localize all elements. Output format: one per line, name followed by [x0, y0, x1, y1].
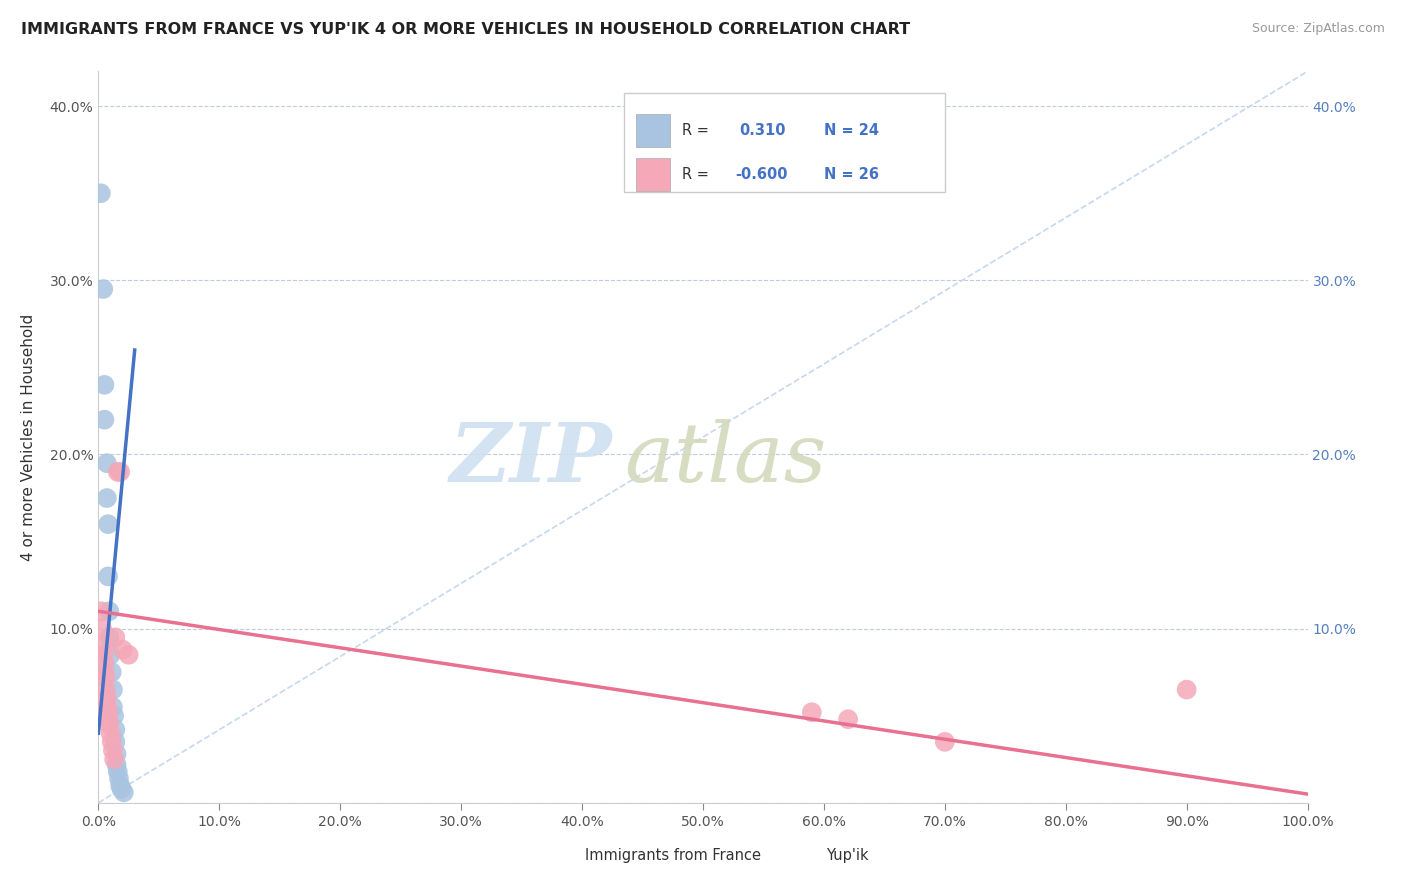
Point	[96, 700, 118, 714]
Text: R =: R =	[682, 123, 718, 138]
Point	[100, 665, 122, 680]
Text: Source: ZipAtlas.com: Source: ZipAtlas.com	[1251, 22, 1385, 36]
Point	[97, 517, 120, 532]
Point	[91, 648, 114, 662]
Point	[104, 723, 127, 737]
FancyBboxPatch shape	[624, 94, 945, 192]
Point	[107, 465, 129, 479]
Point	[110, 781, 132, 796]
Text: 0.310: 0.310	[740, 123, 786, 138]
Point	[101, 700, 124, 714]
Bar	[637, 114, 671, 147]
Bar	[540, 841, 576, 870]
Text: N = 26: N = 26	[824, 167, 879, 182]
Point	[800, 705, 823, 719]
Point	[98, 604, 121, 618]
Point	[112, 785, 135, 799]
Point	[100, 648, 122, 662]
Point	[93, 412, 115, 426]
Text: Immigrants from France: Immigrants from France	[585, 848, 761, 863]
Point	[108, 778, 131, 792]
Point	[103, 752, 125, 766]
Point	[93, 665, 115, 680]
Point	[103, 708, 125, 723]
Point	[91, 639, 114, 653]
Point	[96, 456, 118, 470]
Point	[118, 648, 141, 662]
Point	[90, 604, 112, 618]
Bar	[637, 158, 671, 191]
Y-axis label: 4 or more Vehicles in Household: 4 or more Vehicles in Household	[21, 313, 35, 561]
Point	[104, 735, 127, 749]
Point	[96, 691, 118, 706]
Text: -0.600: -0.600	[735, 167, 789, 182]
Point	[94, 682, 117, 697]
Point	[100, 726, 122, 740]
Point	[108, 465, 131, 479]
Text: N = 24: N = 24	[824, 123, 879, 138]
Point	[837, 712, 859, 726]
Point	[105, 747, 128, 761]
Point	[934, 735, 956, 749]
Text: atlas: atlas	[624, 419, 827, 499]
Point	[105, 757, 128, 772]
Point	[97, 705, 120, 719]
Point	[97, 569, 120, 583]
Point	[111, 642, 134, 657]
Text: IMMIGRANTS FROM FRANCE VS YUP'IK 4 OR MORE VEHICLES IN HOUSEHOLD CORRELATION CHA: IMMIGRANTS FROM FRANCE VS YUP'IK 4 OR MO…	[21, 22, 910, 37]
Point	[96, 491, 118, 505]
Point	[108, 772, 131, 786]
Bar	[782, 841, 818, 870]
Text: R =: R =	[682, 167, 714, 182]
Text: Yup'ik: Yup'ik	[827, 848, 869, 863]
Point	[91, 622, 114, 636]
Point	[90, 186, 112, 201]
Point	[100, 735, 122, 749]
Point	[91, 282, 114, 296]
Text: ZIP: ZIP	[450, 419, 613, 499]
Point	[101, 682, 124, 697]
Point	[94, 670, 117, 684]
Point	[98, 631, 121, 645]
Point	[107, 764, 129, 779]
Point	[1175, 682, 1198, 697]
Point	[101, 743, 124, 757]
Point	[98, 717, 121, 731]
Point	[104, 631, 127, 645]
Point	[93, 657, 115, 671]
Point	[97, 712, 120, 726]
Point	[93, 377, 115, 392]
